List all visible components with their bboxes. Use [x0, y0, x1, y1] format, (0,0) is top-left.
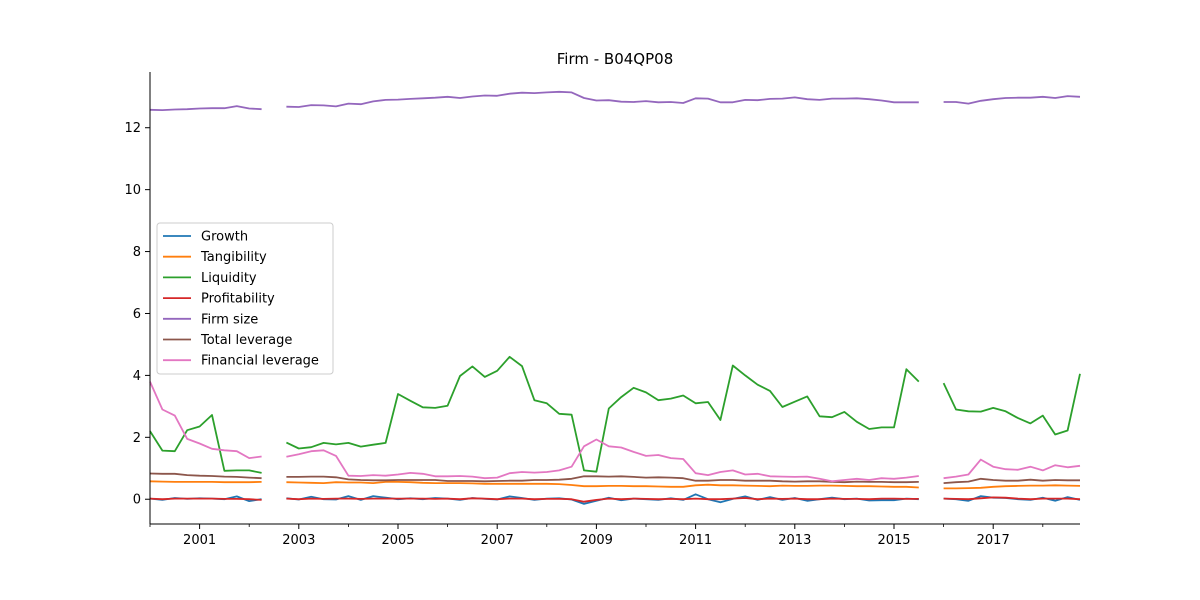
series-line-segment [943, 95, 1081, 105]
x-tick-label: 2015 [877, 533, 910, 548]
series-financial-leverage [149, 381, 1081, 483]
x-tick-label: 2005 [381, 533, 414, 548]
legend-item: Total leverage [163, 333, 292, 348]
legend-item: Profitability [163, 292, 275, 307]
series-line-segment [149, 472, 262, 480]
series-firm-size [149, 90, 1081, 111]
x-tick-label: 2007 [481, 533, 514, 548]
series-line-segment [943, 477, 1080, 484]
x-axis: 2001 2003 2005 2007 2009 2011 2013 2015 2017 [149, 523, 1080, 548]
y-tick-label: 10 [124, 183, 141, 198]
series-line-segment [286, 497, 919, 503]
y-tick-label: 12 [124, 121, 141, 136]
legend-label: Total leverage [200, 333, 292, 348]
series-line-segment [286, 475, 919, 484]
legend-item: Firm size [163, 312, 258, 327]
x-tick-label: 2011 [679, 533, 712, 548]
series-line-segment [149, 414, 262, 474]
legend-label: Profitability [201, 292, 275, 307]
x-tick-label: 2009 [580, 533, 613, 548]
y-tick-label: 2 [133, 431, 141, 446]
x-tick-label: 2003 [282, 533, 315, 548]
legend-label: Firm size [201, 312, 258, 327]
x-tick-label: 2013 [778, 533, 811, 548]
legend-item: Financial leverage [163, 354, 319, 369]
legend-label: Growth [201, 230, 248, 245]
series-line-segment [943, 484, 1081, 490]
series-line-segment [149, 381, 262, 460]
legend-label: Tangibility [200, 250, 267, 265]
legend-item: Liquidity [163, 271, 257, 286]
chart-title: Firm - B04QP08 [557, 50, 673, 68]
series-line-segment [286, 355, 920, 473]
legend-item: Growth [163, 230, 248, 245]
series-tangibility [149, 480, 1081, 490]
series-line-segment [286, 90, 919, 108]
series-line-segment [286, 480, 919, 489]
series-line-segment [943, 496, 1081, 501]
series-profitability [149, 496, 1081, 503]
x-tick-label: 2001 [183, 533, 216, 548]
y-axis: 0 2 4 6 8 10 12 [124, 72, 151, 524]
legend-frame [156, 222, 334, 375]
series-line-segment [149, 480, 262, 484]
legend: Growth Tangibility Liquidity Profitability F… [156, 222, 334, 375]
series-line-segment [942, 373, 1081, 436]
series-line-segment [286, 438, 919, 483]
series-line-segment [943, 458, 1081, 480]
legend-label: Financial leverage [201, 354, 319, 369]
plot-area [149, 90, 1081, 505]
y-tick-label: 8 [133, 245, 141, 260]
y-tick-label: 6 [133, 307, 141, 322]
y-tick-label: 0 [133, 493, 141, 508]
legend-item: Tangibility [163, 250, 267, 265]
series-liquidity [149, 355, 1081, 474]
x-tick-label: 2017 [977, 533, 1010, 548]
series-line-segment [149, 497, 262, 501]
series-line-segment [149, 105, 262, 111]
legend-label: Liquidity [201, 271, 257, 286]
y-tick-label: 4 [133, 369, 141, 384]
series-total-leverage [149, 472, 1080, 484]
